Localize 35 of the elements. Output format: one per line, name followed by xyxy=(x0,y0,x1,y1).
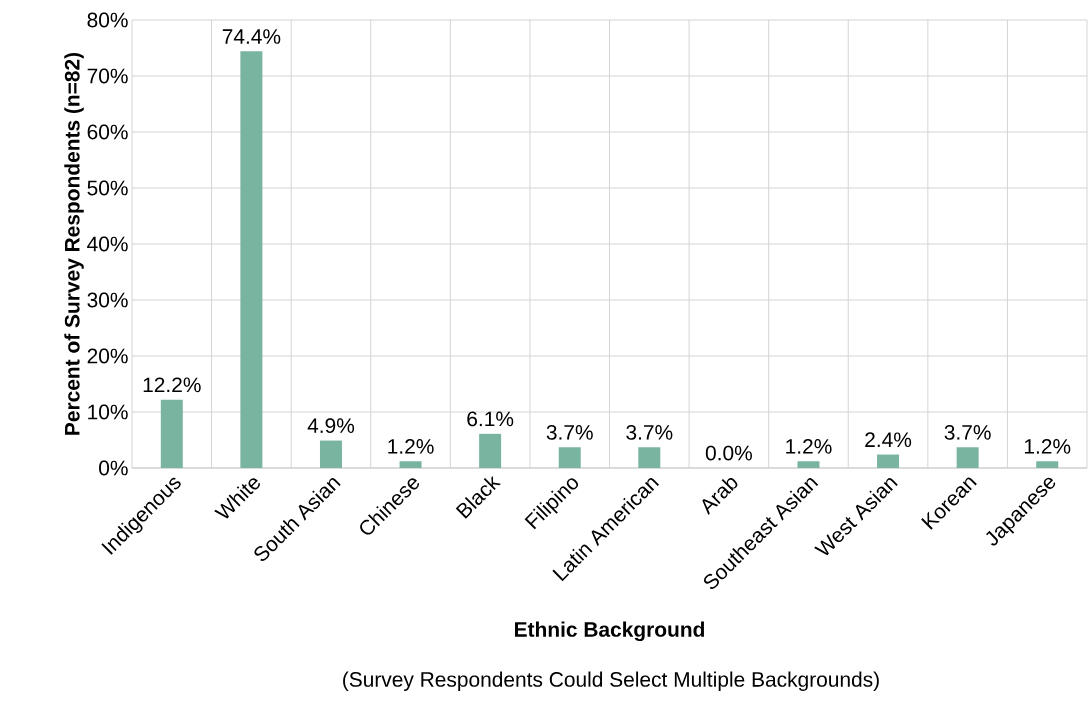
y-tick-label: 0% xyxy=(99,460,128,476)
x-axis-title: Ethnic Background xyxy=(515,621,705,642)
data-label: 1.2% xyxy=(1024,439,1071,454)
y-tick-label: 30% xyxy=(87,292,128,308)
data-label: 6.1% xyxy=(467,411,514,427)
data-label: 2.4% xyxy=(865,432,912,448)
y-tick-label: 10% xyxy=(88,404,128,420)
data-label: 1.2% xyxy=(388,439,434,454)
data-label: 12.2% xyxy=(143,377,201,393)
bar xyxy=(558,447,581,468)
bar xyxy=(877,454,900,468)
data-label: 3.7% xyxy=(626,424,673,440)
bar xyxy=(399,461,422,468)
y-tick-label: 80% xyxy=(87,12,128,28)
bar xyxy=(160,399,183,468)
bar xyxy=(240,51,263,468)
text: (Survey Respondents Could Select Multiple Backgrounds) xyxy=(343,671,879,692)
bar xyxy=(797,461,820,468)
bar xyxy=(638,447,661,468)
data-label: 74.4% xyxy=(222,29,281,44)
data-label: 4.9% xyxy=(307,418,355,434)
bar xyxy=(956,447,979,468)
data-label: 1.2% xyxy=(786,439,832,454)
y-tick-label: 70% xyxy=(87,68,128,84)
bar xyxy=(1036,461,1059,468)
bar xyxy=(319,440,342,468)
y-tick-label: 40% xyxy=(87,236,128,252)
y-axis-title: Percent of Survey Respondents (n=82) xyxy=(64,52,84,435)
data-label: 0.0% xyxy=(705,445,752,461)
y-tick-label: 20% xyxy=(87,348,128,364)
bar xyxy=(479,433,502,468)
data-label: 3.7% xyxy=(944,424,991,440)
y-tick-label: 50% xyxy=(87,180,128,196)
data-label: 3.7% xyxy=(546,424,593,440)
y-tick-label: 60% xyxy=(87,124,128,140)
